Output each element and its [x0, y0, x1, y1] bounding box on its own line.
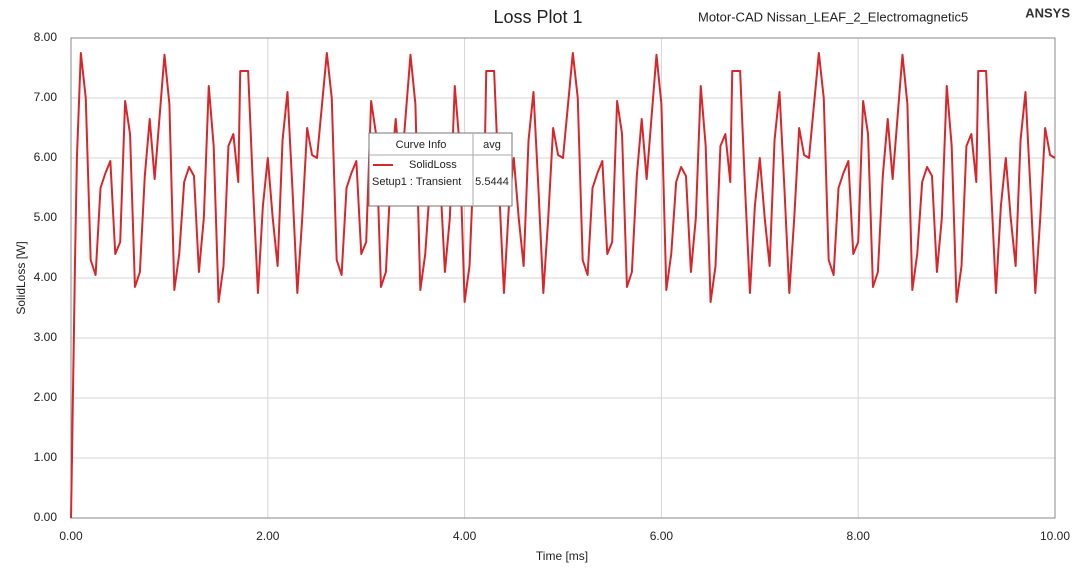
y-tick-label: 4.00: [34, 270, 58, 284]
legend-header: Curve Info: [396, 139, 447, 151]
y-tick-label: 3.00: [34, 330, 58, 344]
legend-box: [368, 132, 513, 207]
plot-frame: [70, 37, 1056, 519]
y-axis-label: SolidLoss [W]: [14, 241, 28, 314]
legend-avg: 5.5444: [475, 176, 509, 188]
x-tick-label: 8.00: [847, 529, 871, 543]
y-tick-label: 0.00: [34, 510, 58, 524]
legend-column: avg: [483, 139, 501, 151]
x-tick-label: 6.00: [650, 529, 674, 543]
y-tick-label: 1.00: [34, 450, 58, 464]
plot: [70, 52, 1056, 519]
y-tick-label: 2.00: [34, 390, 58, 404]
chart-subtitle: Motor-CAD Nissan_LEAF_2_Electromagnetic5: [698, 9, 968, 24]
y-tick-label: 8.00: [34, 30, 58, 44]
y-tick-label: 5.00: [34, 210, 58, 224]
x-tick-label: 2.00: [256, 529, 280, 543]
x-axis-label: Time [ms]: [536, 549, 588, 563]
legend-entry: SolidLoss: [409, 159, 457, 171]
chart-title: Loss Plot 1: [493, 7, 582, 27]
x-tick-label: 10.00: [1040, 529, 1070, 543]
brand: ANSYS: [1025, 5, 1070, 20]
legend: Curve Info avg SolidLoss Setup1 : Transi…: [368, 132, 513, 207]
series-line: [70, 52, 1056, 519]
x-tick-label: 0.00: [59, 529, 83, 543]
y-tick-label: 6.00: [34, 150, 58, 164]
x-tick-label: 4.00: [453, 529, 477, 543]
legend-setup: Setup1 : Transient: [372, 176, 461, 188]
y-tick-label: 7.00: [34, 90, 58, 104]
